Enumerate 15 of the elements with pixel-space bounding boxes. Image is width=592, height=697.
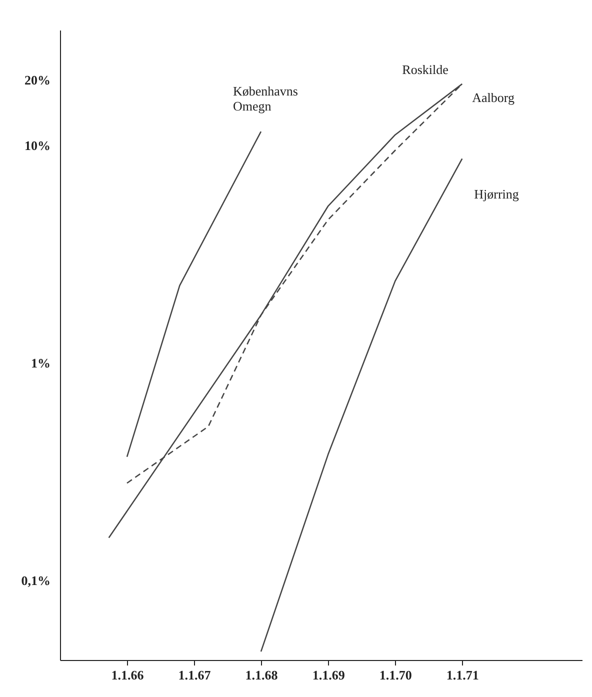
y-tick-label: 20% (24, 72, 50, 88)
x-tick-label: 1.1.69 (312, 668, 346, 682)
y-tick-label: 10% (24, 138, 50, 154)
x-tick-label: 1.1.67 (178, 668, 212, 682)
x-tick-label: 1.1.70 (379, 668, 412, 682)
y-tick-label: 1% (31, 355, 50, 370)
x-tick-label: 1.1.68 (245, 668, 278, 682)
y-tick-label: 0,1% (21, 572, 50, 588)
line-series (260, 158, 463, 652)
series-label: Aalborg (472, 90, 516, 105)
x-tick-label: 1.1.66 (111, 668, 144, 682)
series-label: Hjørring (474, 186, 520, 202)
series-label: Roskilde (402, 62, 449, 77)
x-tick-label: 1.1.71 (446, 668, 479, 682)
text: Københavns Omegn (232, 84, 298, 114)
